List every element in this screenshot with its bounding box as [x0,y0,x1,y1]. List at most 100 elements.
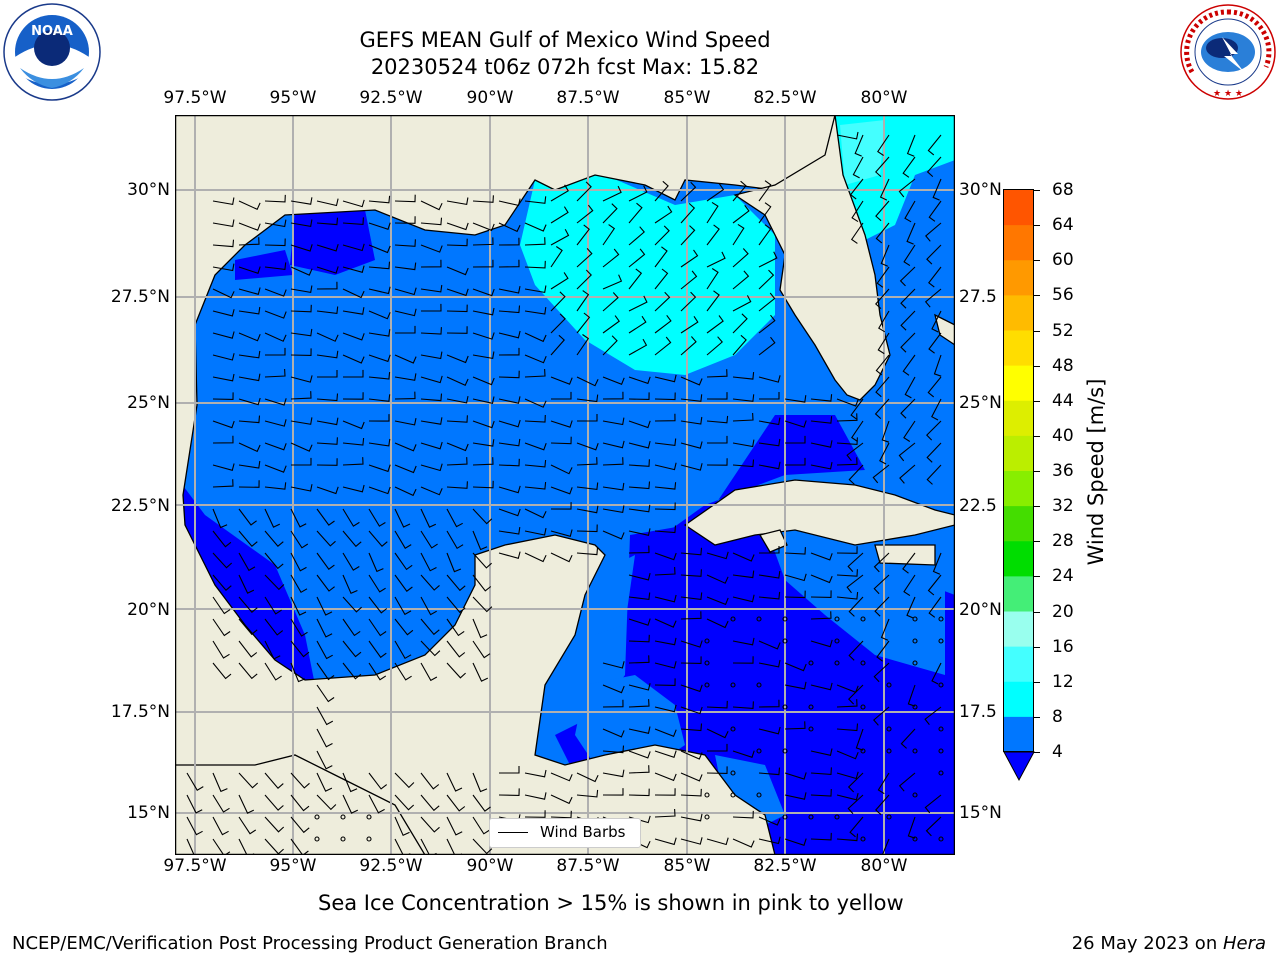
wind-barb [680,441,703,449]
wind-barb [928,596,942,618]
calm-barb [860,704,866,710]
wind-barb [836,413,858,422]
wind-barb [836,792,859,801]
wind-barb [472,508,493,525]
wind-barb [550,794,573,805]
wind-barb [602,745,625,754]
colorbar-tick-mark [1034,400,1040,402]
wind-barb [924,288,942,308]
wind-barb [904,376,916,399]
wind-barb [875,354,890,376]
top-lon-tick: 85°W [663,88,711,108]
calm-barb [938,682,944,688]
wind-barb [758,336,776,356]
wind-barb [342,508,360,527]
wind-barb [368,414,390,422]
wind-barb [784,547,806,555]
wind-barb [810,552,833,561]
calm-barb [808,704,814,710]
wind-barb [550,772,573,782]
wind-barb [875,156,890,178]
wind-barb [394,552,413,571]
wind-barb [850,222,864,244]
legend: Wind Barbs [489,818,641,848]
wind-barb [550,313,566,334]
wind-barb [472,794,491,812]
wind-barb [680,611,702,620]
wind-barb [576,457,598,466]
wind-barb [446,304,468,313]
wind-barb [898,442,916,462]
wind-barb [810,394,833,402]
wind-barb [238,222,261,231]
wind-barb [212,219,235,228]
wind-barb [212,662,232,680]
wind-barb [877,772,890,795]
wind-barb [654,205,673,224]
wind-barb [732,412,754,422]
wind-barb [342,662,362,680]
wind-barb [498,419,521,428]
wind-barb [602,248,620,268]
wind-barb [654,678,676,686]
wind-barb [680,837,703,845]
calm-barb [886,814,892,820]
wind-barb [238,373,261,382]
wind-barb [472,237,494,246]
wind-barb [706,618,729,629]
calm-barb [860,748,866,754]
wind-barb [446,376,469,387]
wind-barb [654,704,677,713]
wind-barb [576,524,598,533]
wind-barb [628,226,645,246]
wind-barb [654,482,677,490]
wind-barb [784,395,807,403]
wind-barb [784,838,807,846]
wind-12-16-patch [840,120,885,185]
wind-barb [524,307,547,315]
wind-barb [316,393,339,402]
right-lat-tick: 22.5 [959,496,997,516]
colorbar-tick: 24 [1052,566,1074,587]
wind-barb [706,290,720,312]
wind-barb [212,331,235,339]
wind-barb [706,435,728,444]
colorbar-tick-mark [1034,611,1040,613]
wind-barb [212,479,234,488]
wind-barb [628,750,651,759]
wind-barb [879,442,890,465]
colorbar-tick: 32 [1052,496,1074,517]
calm-barb [808,814,814,820]
wind-barb [368,329,391,337]
wind-barb [876,640,890,662]
colorbar-segment [1004,541,1034,577]
wind-barb [926,442,942,463]
wind-barb [316,706,334,726]
wind-barb [420,351,443,360]
wind-barb [758,269,775,290]
calm-barb [756,616,762,622]
wind-barb [628,440,651,449]
wind-barb [264,288,287,297]
wind-barb [290,596,307,616]
wind-barb [902,156,916,178]
wind-barb [472,772,488,793]
chart-title: GEFS MEAN Gulf of Mexico Wind Speed [359,28,771,52]
wind-barb [420,441,443,450]
wind-barb [394,640,412,660]
wind-barb [524,332,547,343]
calm-barb [782,704,788,710]
wind-barb [342,332,365,341]
wind-barb [732,552,755,562]
wind-barb [875,222,890,244]
wind-barb [550,334,565,356]
wind-barb [472,530,488,551]
wind-barb [706,415,729,424]
wind-barb [847,772,864,793]
wind-barb [238,266,261,274]
wind-barb [836,771,859,780]
wind-barb [628,683,651,691]
wind-barb [264,508,281,528]
wind-barb [680,225,696,246]
wind-barb [654,268,669,290]
